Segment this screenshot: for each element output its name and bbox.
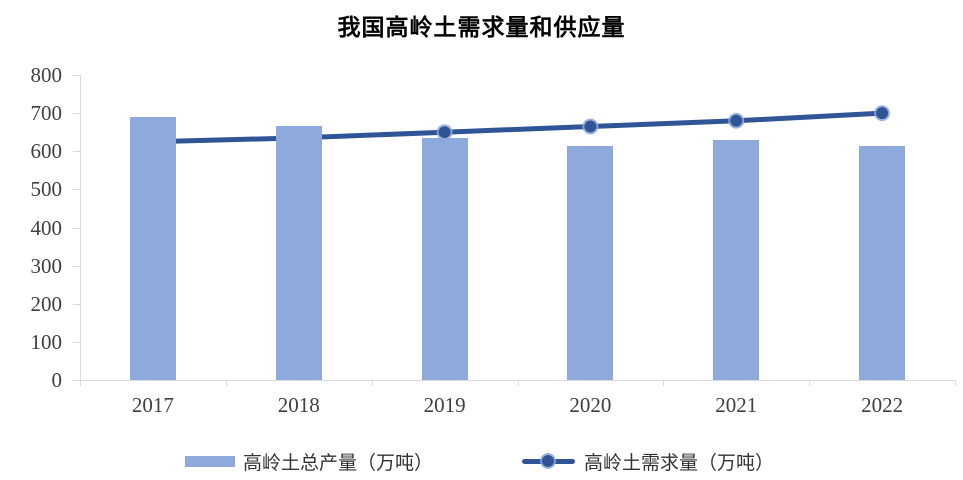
y-tick-mark-200 (73, 303, 80, 305)
y-tick-mark-400 (73, 227, 80, 229)
legend-item-production: 高岭土总产量（万吨） (185, 448, 433, 474)
x-tick-mark-1 (225, 381, 227, 386)
y-tick-label-500: 500 (30, 177, 63, 202)
x-tick-label-2019: 2019 (423, 393, 466, 417)
demand-point-2019 (438, 126, 451, 139)
bar-2022 (859, 145, 906, 380)
x-tick-mark-0 (80, 381, 81, 386)
y-tick-mark-800 (73, 75, 80, 76)
x-tick-mark-6 (955, 381, 956, 386)
x-tick-mark-4 (663, 381, 665, 386)
y-tick-mark-300 (73, 265, 80, 267)
demand-marker-core (542, 455, 554, 467)
demand-point-2022 (876, 107, 889, 120)
y-tick-mark-0 (73, 380, 80, 381)
bar-2021 (713, 139, 760, 380)
production-bar-swatch (185, 455, 235, 467)
legend-label-demand: 高岭土需求量（万吨） (584, 451, 775, 474)
y-tick-mark-100 (73, 341, 80, 343)
bar-2019 (421, 137, 468, 380)
y-tick-mark-500 (73, 189, 80, 191)
x-tick-label-2021: 2021 (715, 393, 758, 417)
demand-line-series (144, 105, 891, 150)
legend-item-demand: 高岭土需求量（万吨） (522, 448, 774, 474)
y-tick-label-600: 600 (30, 139, 63, 164)
y-tick-label-0: 0 (51, 368, 63, 392)
x-tick-label-2020: 2020 (569, 393, 612, 417)
demand-line (152, 110, 883, 145)
demand-point-2021 (730, 114, 743, 127)
demand-line-marker-swatch (522, 453, 575, 469)
y-tick-label-300: 300 (30, 253, 63, 278)
x-tick-mark-3 (517, 381, 519, 386)
plot-area (80, 75, 956, 381)
y-tick-label-400: 400 (30, 215, 63, 240)
x-tick-label-2022: 2022 (861, 393, 904, 417)
legend-label-production: 高岭土总产量（万吨） (243, 451, 434, 474)
bar-2020 (567, 145, 614, 380)
y-tick-label-800: 800 (30, 63, 63, 87)
demand-point-2020 (584, 120, 597, 133)
y-tick-label-700: 700 (30, 101, 63, 126)
y-tick-mark-700 (73, 113, 80, 115)
x-tick-label-2017: 2017 (131, 393, 174, 417)
bar-2017 (129, 116, 176, 380)
y-tick-label-200: 200 (30, 291, 63, 316)
y-tick-mark-600 (73, 151, 80, 153)
y-tick-label-100: 100 (30, 329, 63, 354)
bar-2018 (275, 126, 322, 380)
legend: 高岭土总产量（万吨） 高岭土需求量（万吨） (0, 448, 963, 474)
chart-title: 我国高岭土需求量和供应量 (337, 15, 626, 41)
x-tick-label-2018: 2018 (277, 393, 320, 417)
x-tick-mark-2 (371, 381, 373, 386)
x-tick-mark-5 (809, 381, 811, 386)
